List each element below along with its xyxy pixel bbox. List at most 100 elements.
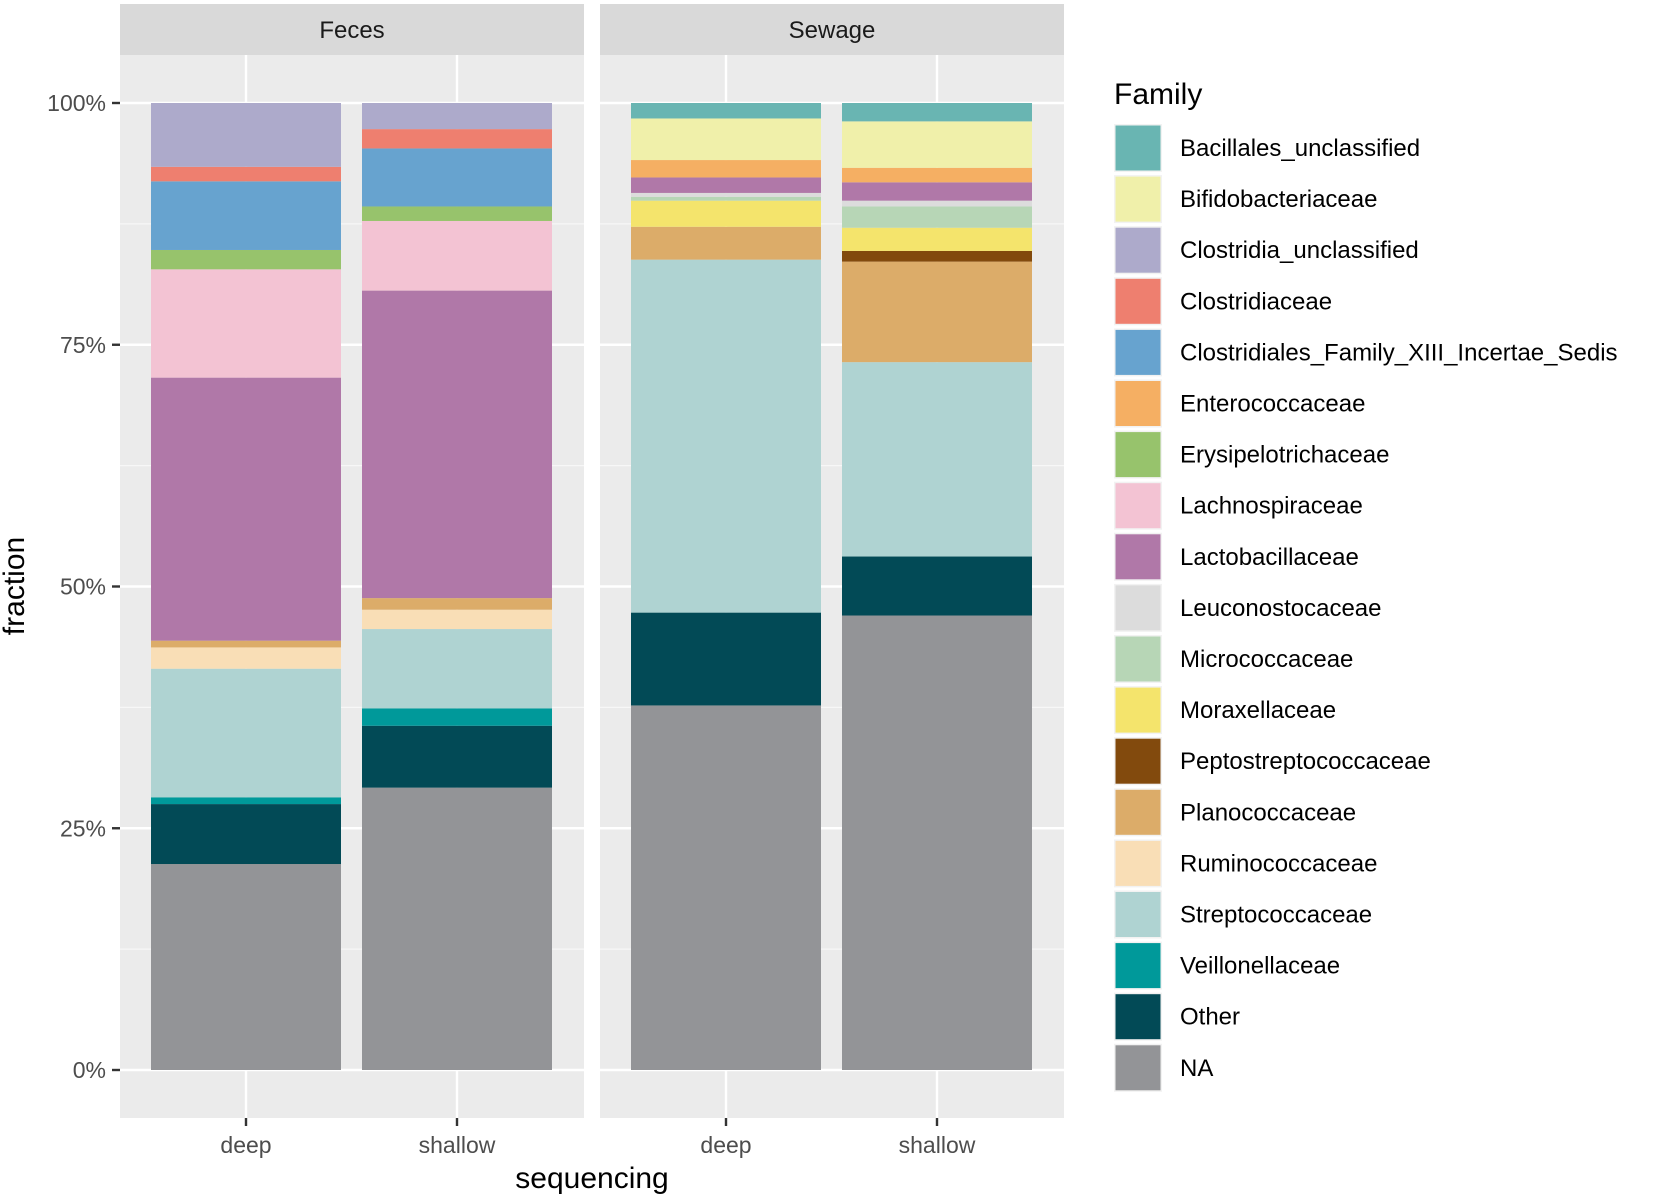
x-tick-label: deep — [700, 1132, 751, 1158]
legend-item: Veillonellaceae — [1114, 941, 1340, 990]
legend-label: Ruminococcaceae — [1180, 850, 1377, 877]
legend-label: Lachnospiraceae — [1180, 493, 1363, 520]
bar-feces-deep: NAOtherVeillonellaceaeStreptococcaceaeRu… — [151, 103, 341, 1070]
legend-item: Other — [1114, 992, 1240, 1041]
bar-segment-veillonellaceae: Veillonellaceae — [362, 708, 552, 726]
facet-panel-feces: FecesNAOtherVeillonellaceaeStreptococcac… — [120, 4, 584, 1118]
legend-label: Moraxellaceae — [1180, 697, 1336, 724]
legend-swatch — [1115, 483, 1161, 529]
legend-swatch — [1115, 892, 1161, 937]
legend-item: Peptostreptococcaceae — [1114, 737, 1431, 786]
bar-segment-clostridiaceae: Clostridiaceae — [151, 166, 341, 182]
bar-segment-clostridiales-family-xiii-incertae-sedis: Clostridiales_Family_XIII_Incertae_Sedis — [362, 148, 552, 207]
legend-swatch — [1115, 176, 1161, 222]
bar-segment-streptococcaceae: Streptococcaceae — [842, 362, 1032, 557]
legend-swatch — [1115, 687, 1161, 733]
x-tick-label: deep — [220, 1132, 271, 1158]
bar-segment-streptococcaceae: Streptococcaceae — [362, 629, 552, 709]
legend-title: Family — [1114, 78, 1202, 111]
bar-segment-peptostreptococcaceae: Peptostreptococcaceae — [842, 250, 1032, 262]
bar-segment-na: NA — [842, 615, 1032, 1070]
legend-label: Bacillales_unclassified — [1180, 135, 1420, 162]
bar-segment-other: Other — [362, 725, 552, 788]
bar-segment-clostridia-unclassified: Clostridia_unclassified — [362, 103, 552, 130]
legend-item: Planococcaceae — [1114, 788, 1356, 837]
bar-segment-other: Other — [151, 804, 341, 865]
bar-segment-ruminococcaceae: Ruminococcaceae — [151, 647, 341, 669]
y-tick-label: 0% — [73, 1057, 106, 1083]
legend-item: NA — [1114, 1043, 1213, 1092]
y-tick-label: 75% — [60, 332, 106, 358]
legend-label: Erysipelotrichaceae — [1180, 442, 1389, 469]
bar-feces-shallow: NAOtherVeillonellaceaeStreptococcaceaeRu… — [362, 103, 552, 1070]
facet-panels: FecesNAOtherVeillonellaceaeStreptococcac… — [120, 4, 1064, 1118]
bar-segment-na: NA — [362, 787, 552, 1070]
bar-segment-planococcaceae: Planococcaceae — [362, 598, 552, 610]
facet-strip-label: Sewage — [789, 17, 876, 44]
legend-swatch — [1115, 585, 1161, 631]
legend-swatch — [1115, 432, 1161, 478]
bar-segment-bacillales-unclassified: Bacillales_unclassified — [631, 103, 821, 119]
legend-item: Bacillales_unclassified — [1114, 124, 1420, 172]
legend-swatch — [1115, 329, 1161, 375]
y-tick-label: 50% — [60, 574, 106, 600]
y-axis-title: fraction — [0, 537, 31, 635]
bar-segment-planococcaceae: Planococcaceae — [151, 640, 341, 648]
legend-item: Clostridiales_Family_XIII_Incertae_Sedis — [1114, 328, 1618, 377]
legend-label: Clostridiales_Family_XIII_Incertae_Sedis — [1180, 339, 1618, 366]
legend-label: Veillonellaceae — [1180, 953, 1340, 980]
legend-label: Leuconostocaceae — [1180, 595, 1382, 622]
legend-item: Micrococcaceae — [1114, 635, 1353, 683]
legend-swatch — [1115, 125, 1161, 171]
legend-label: Planococcaceae — [1180, 799, 1356, 826]
y-axis: 0% 25% 50% 75% 100% — [47, 90, 120, 1083]
bar-segment-lactobacillaceae: Lactobacillaceae — [842, 182, 1032, 201]
bar-segment-ruminococcaceae: Ruminococcaceae — [362, 609, 552, 630]
facet-strip — [600, 4, 1064, 55]
y-tick-label: 100% — [47, 90, 106, 116]
x-tick-label: shallow — [419, 1132, 496, 1158]
legend-label: Enterococcaceae — [1180, 391, 1365, 418]
bar-segment-moraxellaceae: Moraxellaceae — [631, 200, 821, 227]
legend-label: Streptococcaceae — [1180, 902, 1372, 929]
bar-segment-streptococcaceae: Streptococcaceae — [631, 259, 821, 613]
x-axis-title: sequencing — [515, 1162, 668, 1195]
bar-segment-planococcaceae: Planococcaceae — [631, 226, 821, 260]
bar-segment-clostridia-unclassified: Clostridia_unclassified — [151, 103, 341, 167]
legend-item: Ruminococcaceae — [1114, 839, 1377, 888]
legend-swatch — [1115, 381, 1161, 426]
bar-segment-micrococcaceae: Micrococcaceae — [842, 206, 1032, 228]
bar-segment-other: Other — [631, 612, 821, 706]
bar-segment-na: NA — [151, 864, 341, 1070]
legend-items: Bacillales_unclassified Bifidobacteriacea… — [1114, 124, 1618, 1092]
bar-segment-clostridiaceae: Clostridiaceae — [362, 129, 552, 149]
bar-segment-bifidobacteriaceae: Bifidobacteriaceae — [631, 118, 821, 161]
legend-swatch — [1115, 227, 1161, 273]
legend-swatch — [1115, 840, 1161, 886]
y-tick-label: 25% — [60, 815, 106, 841]
legend-item: Streptococcaceae — [1114, 890, 1372, 939]
bar-sewage-deep: NAOtherStreptococcaceaePlanococcaceaeMor… — [631, 103, 821, 1070]
facet-strip-label: Feces — [319, 17, 384, 44]
bar-segment-lachnospiraceae: Lachnospiraceae — [362, 220, 552, 291]
bar-segment-lachnospiraceae: Lachnospiraceae — [151, 269, 341, 378]
legend-label: Clostridiaceae — [1180, 288, 1332, 315]
bar-segment-veillonellaceae: Veillonellaceae — [151, 797, 341, 805]
bar-segment-erysipelotrichaceae: Erysipelotrichaceae — [362, 206, 552, 221]
bar-segment-clostridiales-family-xiii-incertae-sedis: Clostridiales_Family_XIII_Incertae_Sedis — [151, 181, 341, 250]
legend-label: Other — [1180, 1004, 1240, 1031]
legend-label: Peptostreptococcaceae — [1180, 748, 1431, 775]
bar-segment-lactobacillaceae: Lactobacillaceae — [151, 377, 341, 641]
bar-segment-streptococcaceae: Streptococcaceae — [151, 668, 341, 798]
legend-swatch — [1115, 278, 1161, 324]
bar-segment-planococcaceae: Planococcaceae — [842, 261, 1032, 363]
bar-segment-lactobacillaceae: Lactobacillaceae — [362, 290, 552, 599]
bar-segment-na: NA — [631, 705, 821, 1070]
x-tick-label: shallow — [899, 1132, 976, 1158]
legend: Family Bacillales_unclassified Bifidobact… — [1114, 78, 1618, 1092]
bar-segment-leuconostocaceae: Leuconostocaceae — [842, 200, 1032, 207]
legend-label: Clostridia_unclassified — [1180, 237, 1419, 264]
legend-swatch — [1115, 943, 1161, 989]
bar-segment-leuconostocaceae: Leuconostocaceae — [631, 192, 821, 197]
legend-swatch — [1115, 994, 1161, 1040]
